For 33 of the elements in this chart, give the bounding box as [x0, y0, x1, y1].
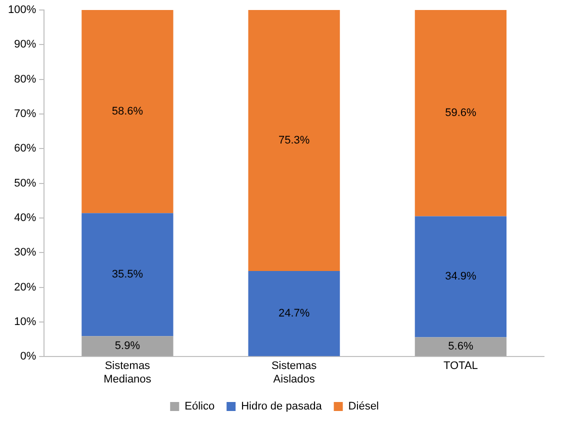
y-tick-label: 60%	[14, 142, 36, 155]
data-label: 35.5%	[112, 268, 144, 281]
bar	[414, 10, 507, 216]
legend-label: Eólico	[184, 400, 215, 413]
bar	[414, 216, 507, 338]
x-tick-label: Sistemas Medianos	[104, 360, 152, 386]
x-tick-label: Sistemas Aislados	[271, 360, 318, 386]
y-tick-label: 0%	[20, 350, 36, 363]
x-tick-label: TOTAL	[443, 360, 478, 372]
y-tick-label: 80%	[14, 73, 36, 86]
data-label: 5.9%	[114, 340, 140, 352]
y-tick-label: 50%	[14, 177, 36, 190]
data-label: 24.7%	[278, 308, 310, 320]
y-tick-label: 20%	[14, 281, 36, 294]
data-label: 5.6%	[448, 340, 474, 353]
y-tick-label: 10%	[14, 316, 36, 328]
bar	[248, 270, 340, 356]
y-tick-label: 100%	[8, 4, 36, 16]
y-tick-label: 90%	[14, 38, 36, 51]
bar	[82, 10, 174, 214]
y-tick-label: 70%	[14, 108, 36, 120]
y-tick-label: 30%	[14, 246, 36, 259]
bar	[414, 337, 507, 356]
data-label: 34.9%	[445, 270, 476, 283]
bar	[82, 213, 174, 336]
bar	[248, 10, 340, 271]
data-label: 75.3%	[278, 134, 310, 147]
legend-label: Hidro de pasada	[241, 400, 323, 413]
y-tick-label: 40%	[14, 212, 36, 224]
data-label: 59.6%	[445, 106, 476, 119]
legend-label: Diésel	[348, 400, 379, 413]
data-label: 58.6%	[112, 106, 144, 118]
bar	[82, 336, 174, 356]
